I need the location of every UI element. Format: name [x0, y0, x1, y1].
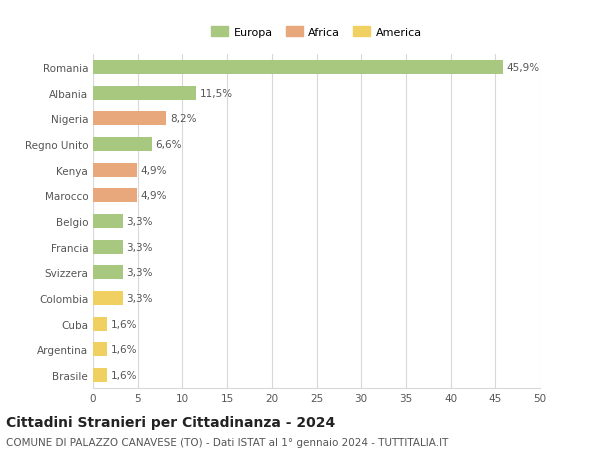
Bar	[93, 112, 166, 126]
Text: 3,3%: 3,3%	[126, 293, 152, 303]
Bar	[93, 86, 196, 101]
Text: 1,6%: 1,6%	[111, 319, 137, 329]
Bar	[93, 163, 137, 177]
Bar	[93, 240, 122, 254]
Text: 11,5%: 11,5%	[199, 89, 233, 99]
Bar	[93, 214, 122, 229]
Text: 3,3%: 3,3%	[126, 217, 152, 226]
Text: COMUNE DI PALAZZO CANAVESE (TO) - Dati ISTAT al 1° gennaio 2024 - TUTTITALIA.IT: COMUNE DI PALAZZO CANAVESE (TO) - Dati I…	[6, 437, 448, 447]
Bar	[93, 189, 137, 203]
Bar	[93, 61, 503, 75]
Bar	[93, 138, 152, 152]
Bar	[93, 368, 107, 382]
Text: 4,9%: 4,9%	[140, 191, 167, 201]
Text: 1,6%: 1,6%	[111, 344, 137, 354]
Text: 3,3%: 3,3%	[126, 242, 152, 252]
Text: 6,6%: 6,6%	[155, 140, 182, 150]
Text: 1,6%: 1,6%	[111, 370, 137, 380]
Bar	[93, 317, 107, 331]
Bar	[93, 342, 107, 357]
Bar	[93, 291, 122, 305]
Text: 45,9%: 45,9%	[507, 63, 540, 73]
Text: 8,2%: 8,2%	[170, 114, 196, 124]
Bar	[93, 266, 122, 280]
Text: 4,9%: 4,9%	[140, 165, 167, 175]
Text: 3,3%: 3,3%	[126, 268, 152, 278]
Legend: Europa, Africa, America: Europa, Africa, America	[211, 28, 422, 38]
Text: Cittadini Stranieri per Cittadinanza - 2024: Cittadini Stranieri per Cittadinanza - 2…	[6, 415, 335, 429]
